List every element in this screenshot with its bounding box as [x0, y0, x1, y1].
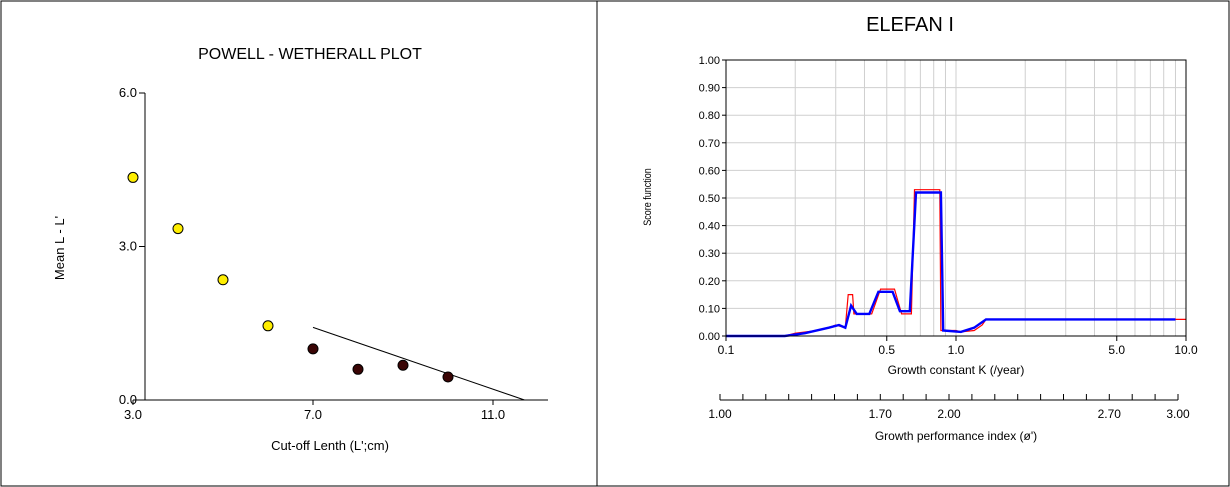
- elefan-y-tick-label: 0.10: [699, 303, 720, 315]
- elefan-x-tick-label: 0.5: [878, 343, 895, 357]
- pw-y-tick-label: 3.0: [119, 239, 137, 254]
- powell-wetherall-panel: POWELL - WETHERALL PLOT Mean L - L' Cut-…: [52, 46, 548, 453]
- elefan-x-tick-label: 0.1: [718, 343, 735, 357]
- elefan-xlabel: Growth constant K (/year): [888, 363, 1025, 377]
- elefan-secondary-tick-label: 1.00: [708, 407, 732, 421]
- elefan-secondary-tick-label: 1.70: [869, 407, 893, 421]
- pw-regression-line: [312, 326, 525, 401]
- pw-x-tick-label: 11.0: [481, 407, 505, 422]
- pw-marks: [127, 171, 525, 401]
- pw-data-point: [262, 320, 274, 332]
- pw-xlabel: Cut-off Lenth (L';cm): [271, 438, 389, 453]
- elefan-y-tick-label: 0.90: [699, 83, 720, 95]
- elefan-y-tick-label: 0.40: [699, 221, 720, 233]
- elefan-series-line: [726, 191, 1176, 338]
- pw-data-point: [397, 359, 409, 371]
- pw-data-point: [442, 371, 454, 383]
- elefan-secondary-tick-label: 2.70: [1098, 407, 1122, 421]
- pw-data-point: [307, 343, 319, 355]
- elefan-ylabel: Score function: [642, 168, 654, 226]
- elefan-secondary-label: Growth performance index (ø'): [875, 429, 1037, 443]
- elefan-axes: 0.00 0.10 0.20 0.30 0.40 0.50 0.60 0.70 0.80 0.90…: [699, 55, 1198, 421]
- elefan-x-tick-label: 10.0: [1174, 343, 1198, 357]
- elefan-x-tick-label: 1.0: [948, 343, 965, 357]
- elefan-secondary-tick-label: 2.00: [937, 407, 961, 421]
- pw-y-tick-label: 6.0: [119, 85, 137, 100]
- elefan-x-tick-label: 5.0: [1108, 343, 1125, 357]
- pw-data-point: [217, 274, 229, 286]
- pw-y-tick-label: 0.0: [119, 392, 137, 407]
- elefan-title: ELEFAN I: [866, 14, 954, 36]
- elefan-y-tick-label: 0.70: [699, 138, 720, 150]
- pw-x-tick-label: 3.0: [124, 407, 142, 422]
- pw-title: POWELL - WETHERALL PLOT: [198, 46, 422, 63]
- elefan-y-tick-label: 1.00: [699, 55, 720, 67]
- pw-x-tick-label: 7.0: [304, 407, 322, 422]
- elefan-y-tick-label: 0.80: [699, 110, 720, 122]
- elefan-grid: [725, 59, 1187, 337]
- pw-axes: 3.0 7.0 11.00.03.06.0: [119, 85, 548, 422]
- elefan-y-tick-label: 0.20: [699, 276, 720, 288]
- elefan-y-tick-label: 0.50: [699, 193, 720, 205]
- pw-data-point: [172, 223, 184, 235]
- pw-data-point: [127, 171, 139, 183]
- elefan-lines: [726, 189, 1186, 338]
- elefan-secondary-tick-label: 3.00: [1166, 407, 1190, 421]
- pw-data-point: [352, 363, 364, 375]
- pw-ylabel: Mean L - L': [52, 216, 67, 280]
- elefan-panel: ELEFAN I Score function Growth constant …: [642, 14, 1198, 443]
- elefan-y-tick-label: 0.30: [699, 248, 720, 260]
- elefan-y-tick-label: 0.60: [699, 165, 720, 177]
- elefan-y-tick-label: 0.00: [699, 331, 720, 343]
